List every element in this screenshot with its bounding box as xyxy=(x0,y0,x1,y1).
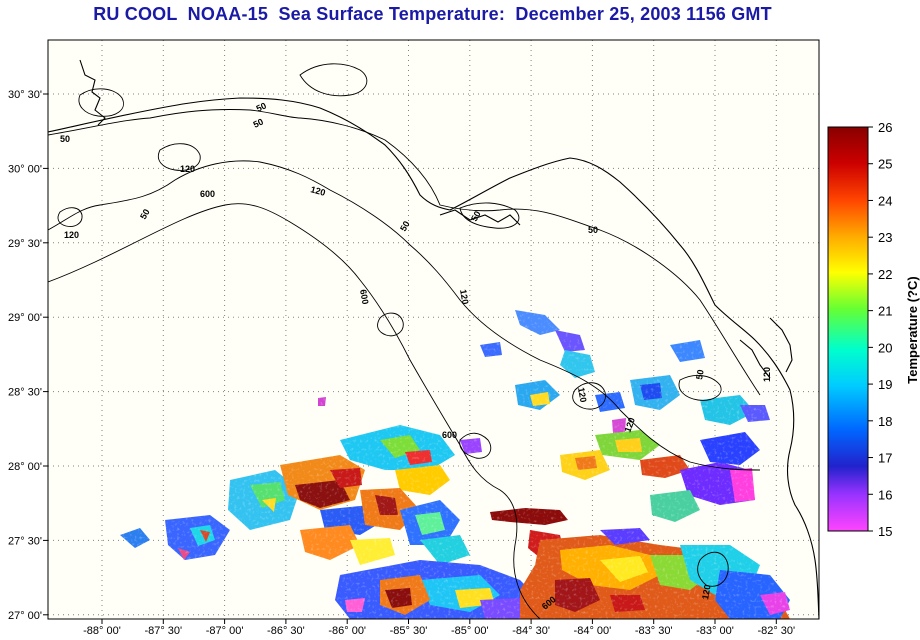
contour-120 xyxy=(48,160,761,471)
contour-label: 600 xyxy=(200,189,215,199)
lat-label: 28° 00' xyxy=(8,461,42,473)
lon-label: -84° 30' xyxy=(512,625,550,637)
lat-label: 29° 30' xyxy=(8,238,42,250)
longitude-labels: -88° 00' -87° 30' -87° 00' -86° 30' -86° 00'… xyxy=(83,619,795,637)
coastline-path xyxy=(769,317,793,373)
contour-50 xyxy=(678,374,722,401)
contour-600 xyxy=(377,312,404,337)
coastline-path xyxy=(48,97,819,619)
lon-label: -85° 00' xyxy=(451,625,489,637)
contour-label: 50 xyxy=(588,225,598,235)
contour-50 xyxy=(459,202,520,229)
contour-label: 50 xyxy=(60,134,70,144)
map-frame xyxy=(47,39,820,620)
lat-label: 27° 30' xyxy=(8,535,42,547)
lat-label: 30° 30' xyxy=(8,89,42,101)
colorbar-ticks: 26 25 24 23 22 21 20 19 18 17 16 15 xyxy=(868,120,892,539)
contour-600 xyxy=(157,143,201,171)
contour-label: 120 xyxy=(64,230,79,240)
contour-label: 120 xyxy=(700,584,712,601)
lat-label: 29° 00' xyxy=(8,312,42,324)
lon-label: -87° 00' xyxy=(206,625,244,637)
colorbar-tick-label: 20 xyxy=(878,340,892,355)
contour-label: 600 xyxy=(358,289,370,306)
contour-label: 50 xyxy=(252,117,265,130)
coastline-path xyxy=(739,339,771,379)
colorbar-tick-label: 21 xyxy=(878,304,892,319)
contour-label: 120 xyxy=(458,289,470,306)
lon-label: -84° 00' xyxy=(574,625,612,637)
colorbar-tick-label: 19 xyxy=(878,377,892,392)
contour-label: 50 xyxy=(255,101,268,114)
colorbar-tick-label: 22 xyxy=(878,267,892,282)
lat-label: 30° 00' xyxy=(8,163,42,175)
bathymetry-contours xyxy=(48,63,761,619)
contour-label: 50 xyxy=(469,209,483,223)
lon-label: -86° 00' xyxy=(328,625,366,637)
colorbar-tick-label: 17 xyxy=(878,451,892,466)
contour-label: 120 xyxy=(309,184,326,198)
colorbar-tick-label: 15 xyxy=(878,524,892,539)
contour-50 xyxy=(78,88,124,117)
contour-600 xyxy=(459,432,492,459)
lon-label: -85° 30' xyxy=(390,625,428,637)
sst-speckle xyxy=(100,300,819,619)
contour-label: 120 xyxy=(762,367,772,382)
lat-label: 28° 30' xyxy=(8,387,42,399)
colorbar-tick-label: 24 xyxy=(878,193,892,208)
contour-labels: 50 50 50 120 120 600 50 50 50 600 120 12… xyxy=(60,101,772,612)
lat-label: 27° 00' xyxy=(8,610,42,622)
coastline-path xyxy=(439,209,521,226)
contour-120 xyxy=(57,207,83,227)
colorbar-tick-label: 18 xyxy=(878,414,892,429)
contour-600 xyxy=(48,203,541,619)
lon-label: -88° 00' xyxy=(83,625,121,637)
lon-label: -86° 30' xyxy=(267,625,305,637)
contour-50 xyxy=(48,109,761,396)
coastline xyxy=(48,59,819,619)
contour-label: 120 xyxy=(576,387,588,404)
colorbar-gradient xyxy=(827,126,869,532)
contour-120 xyxy=(299,63,368,97)
contour-120 xyxy=(572,382,606,410)
colorbar: 26 25 24 23 22 21 20 19 18 17 16 15 Temperature (?C… xyxy=(827,120,920,539)
contour-label: 600 xyxy=(442,430,457,440)
contour-label: 120 xyxy=(622,416,637,434)
colorbar-tick-label: 16 xyxy=(878,487,892,502)
lon-label: -87° 30' xyxy=(144,625,182,637)
latitude-labels: 30° 30' 30° 00' 29° 30' 29° 00' 28° 30' 28° 0… xyxy=(8,89,48,622)
contour-label: 120 xyxy=(180,164,195,174)
contour-label: 50 xyxy=(398,219,412,233)
coastline-path xyxy=(79,59,106,126)
lon-label: -83° 00' xyxy=(696,625,734,637)
colorbar-tick-label: 23 xyxy=(878,230,892,245)
lon-label: -82° 30' xyxy=(757,625,795,637)
contour-label: 50 xyxy=(694,369,706,381)
colorbar-tick-label: 25 xyxy=(878,157,892,172)
map-title: RU COOL NOAA-15 Sea Surface Temperature:… xyxy=(93,4,772,24)
contour-120 xyxy=(697,551,729,587)
contour-label: 50 xyxy=(138,207,152,221)
colorbar-tick-label: 26 xyxy=(878,120,892,135)
colorbar-title: Temperature (?C) xyxy=(905,276,920,383)
lon-label: -83° 30' xyxy=(635,625,673,637)
